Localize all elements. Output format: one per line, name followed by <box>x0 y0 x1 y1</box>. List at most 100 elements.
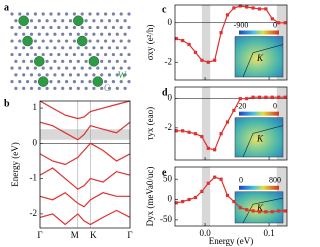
carbon-atom <box>96 12 100 16</box>
carbon-atom <box>49 25 53 30</box>
carbon-atom <box>88 25 92 30</box>
data-point <box>200 135 204 139</box>
carbon-atom <box>100 32 104 36</box>
carbon-atom <box>104 80 108 84</box>
y-tick-label: -50 <box>160 214 172 224</box>
x-tick-label: 0.0 <box>199 228 211 238</box>
data-point <box>283 21 287 25</box>
carbon-atom <box>84 19 88 23</box>
carbon-atom <box>22 32 26 36</box>
carbon-atom <box>65 52 69 57</box>
data-point <box>264 7 268 11</box>
tungsten-atom <box>73 15 84 27</box>
carbon-atom <box>123 32 127 36</box>
y-tick-label: -2 <box>165 122 173 132</box>
carbon-atom <box>53 46 57 50</box>
data-point <box>200 58 204 62</box>
carbon-atom <box>10 25 14 30</box>
carbon-atom <box>37 73 41 77</box>
carbon-atom <box>14 73 18 77</box>
shaded-region <box>201 5 211 80</box>
carbon-atom <box>92 73 96 77</box>
carbon-atom <box>45 73 49 77</box>
carbon-atom <box>115 19 119 23</box>
carbon-atom <box>123 73 127 77</box>
y-tick-label: 0 <box>168 194 173 204</box>
carbon-atom <box>22 46 26 50</box>
x-tick-label: M <box>71 230 79 240</box>
data-point <box>245 208 249 212</box>
carbon-atom <box>104 66 108 70</box>
data-point <box>257 95 262 99</box>
carbon-atom <box>26 80 30 84</box>
data-point <box>225 193 230 198</box>
x-tick-label: Γ <box>37 230 42 240</box>
data-point <box>219 132 223 136</box>
tungsten-atom <box>92 76 104 87</box>
y-tick-label: 50 <box>163 173 173 183</box>
carbon-atom <box>65 66 69 70</box>
carbon-atom <box>111 39 115 43</box>
y-tick-label: 0 <box>168 17 173 27</box>
carbon-atom <box>92 46 96 50</box>
carbon-atom <box>57 80 61 84</box>
carbon-atom <box>29 73 34 77</box>
figure: a b c d e W C -2 -1 0 1 Γ M K Γ Energy (eV) -900 0… <box>4 2 288 246</box>
carbon-atom <box>100 73 104 77</box>
carbon-atom <box>111 25 115 30</box>
carbon-atom <box>29 59 34 63</box>
carbon-atom <box>107 73 112 77</box>
data-point <box>187 42 191 47</box>
carbon-atom <box>29 46 34 50</box>
carbon-atom <box>53 32 57 36</box>
plot-frame <box>174 4 288 81</box>
carbon-atom <box>49 52 53 57</box>
carbon-atom <box>65 39 69 43</box>
carbon-atom <box>76 32 80 36</box>
colorbar <box>239 111 279 116</box>
data-point <box>174 36 178 41</box>
carbon-atom <box>37 32 41 36</box>
carbon-atom <box>76 86 80 90</box>
carbon-atom <box>72 80 76 84</box>
carbon-atom <box>33 80 38 84</box>
carbon-atom <box>115 32 119 36</box>
data-point <box>283 209 287 213</box>
tungsten-atom <box>76 35 88 47</box>
carbon-atom <box>96 39 100 43</box>
carbon-atom <box>88 52 92 57</box>
atom-label: W <box>118 70 127 80</box>
carbon-atom <box>29 19 34 23</box>
carbon-atom <box>84 59 88 63</box>
carbon-atom <box>57 25 61 30</box>
colorbar-label: 0 <box>273 20 277 29</box>
carbon-atom <box>119 39 123 43</box>
carbon-atom <box>10 66 14 70</box>
carbon-atom <box>76 46 80 50</box>
carbon-atom <box>88 66 92 70</box>
carbon-atom <box>10 52 14 57</box>
series-line <box>39 209 131 226</box>
carbon-atom <box>14 46 18 50</box>
carbon-atom <box>61 73 65 77</box>
inset-contour <box>242 125 284 158</box>
data-point <box>213 148 217 152</box>
carbon-atom <box>68 32 73 36</box>
carbon-atom <box>84 32 88 36</box>
carbon-atom <box>127 66 131 70</box>
carbon-atom <box>53 86 57 90</box>
data-point <box>270 95 274 99</box>
data-point <box>213 175 217 179</box>
y-tick-label: 1 <box>33 102 38 112</box>
inset-map <box>234 117 284 158</box>
carbon-atom <box>84 73 88 77</box>
carbon-atom <box>72 39 76 43</box>
carbon-atom <box>14 86 18 90</box>
carbon-atom <box>107 86 112 90</box>
carbon-atom <box>18 39 22 43</box>
carbon-atom <box>68 86 73 90</box>
carbon-atom <box>41 66 45 70</box>
carbon-atom <box>96 25 100 30</box>
carbon-atom <box>49 39 53 43</box>
carbon-atom <box>61 59 65 63</box>
